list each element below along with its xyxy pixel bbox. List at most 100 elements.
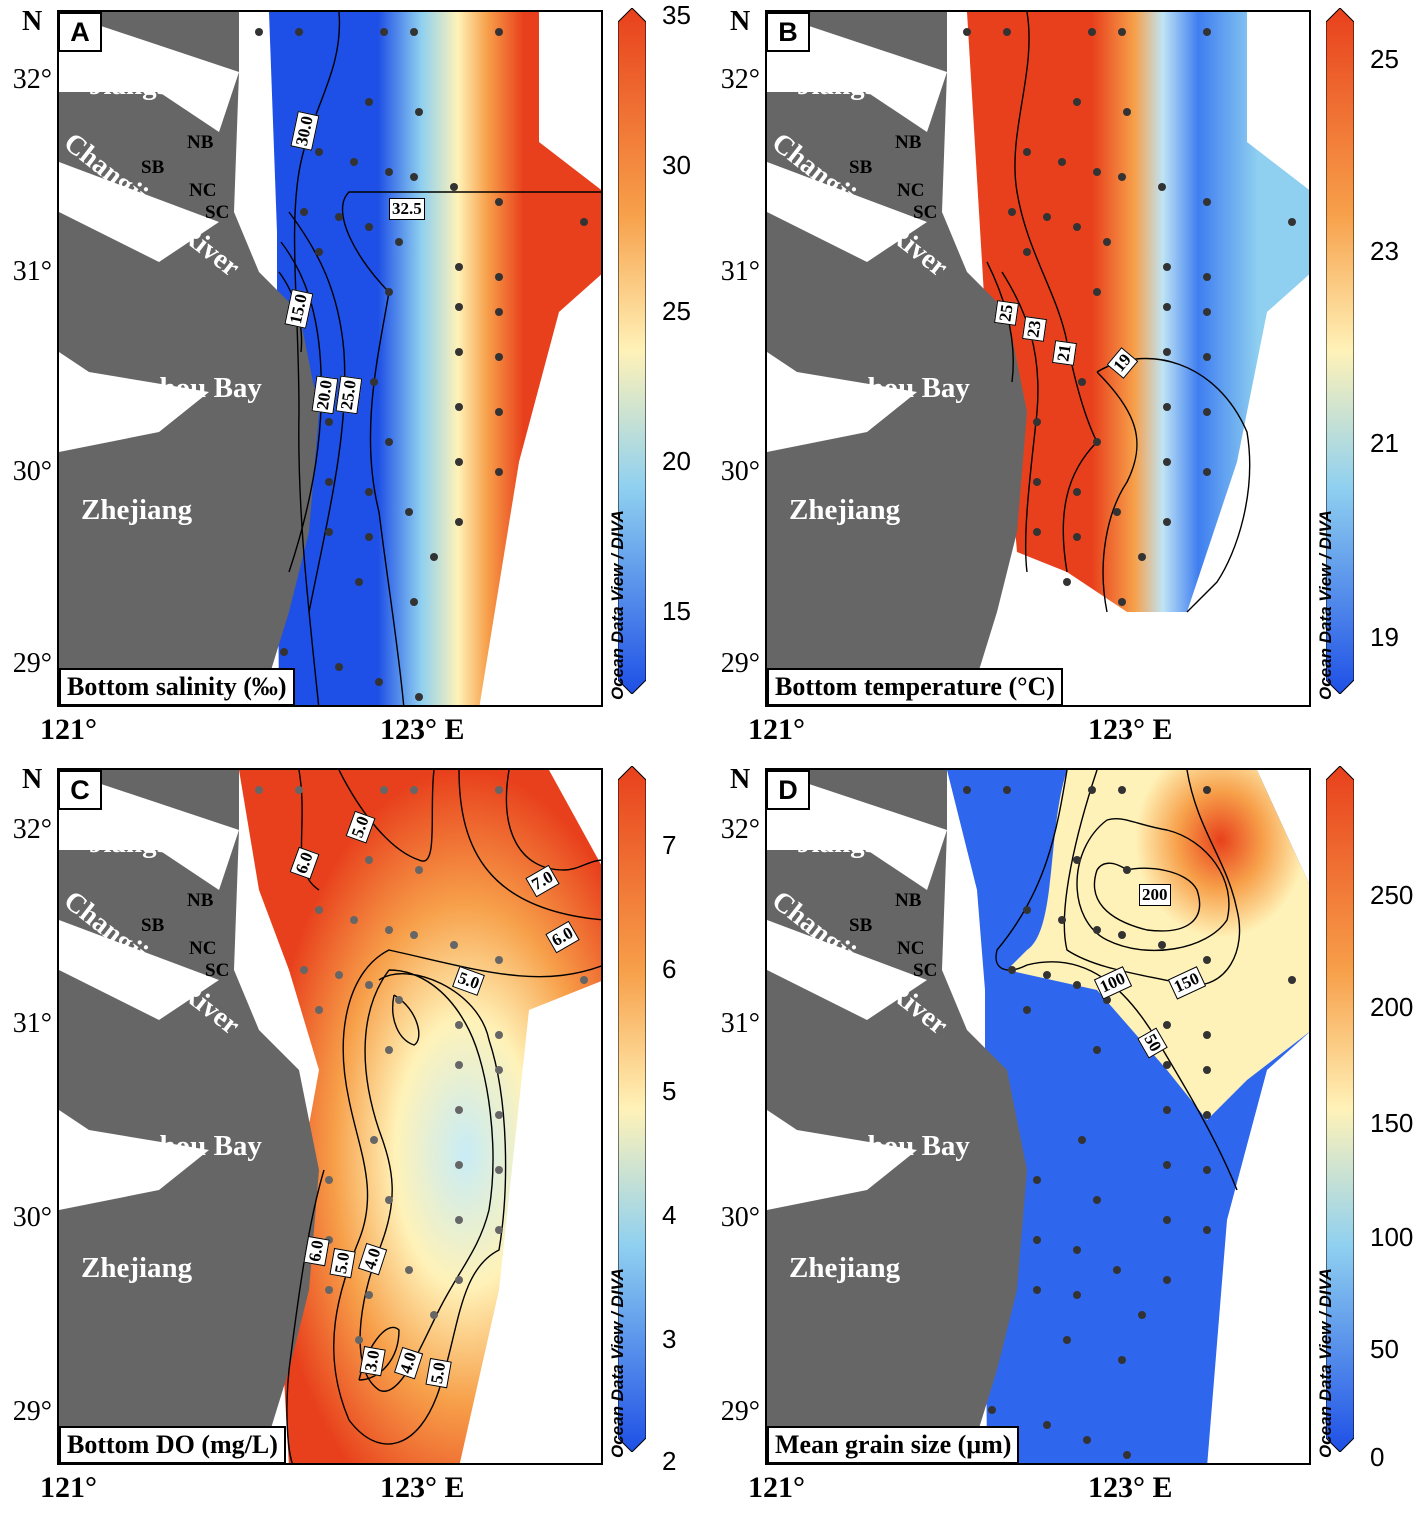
data-field-b (957, 12, 1309, 612)
panel-caption: Mean grain size (μm) (767, 1426, 1020, 1464)
label-hangzhou-bay: Hangzhou Bay (79, 372, 262, 404)
land-a (59, 12, 319, 705)
panel-letter: B (766, 12, 810, 52)
contour-6-w (286, 1169, 325, 1463)
label-nb: NB (895, 890, 922, 911)
colorbar-tick: 100 (1370, 1222, 1414, 1252)
map-area-c: Jiangsu Hangzhou Bay Zhejiang Changjiang… (57, 768, 603, 1465)
panel-a: Jiangsu Hangzhou Bay Zhejiang Changjiang… (0, 0, 708, 758)
label-jiangsu: Jiangsu (797, 827, 893, 859)
lon-label: 123° E (380, 1471, 465, 1504)
contour-label: 200 (1139, 884, 1171, 906)
label-zhejiang: Zhejiang (81, 1252, 193, 1284)
colorbar-a (618, 8, 646, 694)
label-nb: NB (187, 890, 214, 911)
land-b (767, 12, 1027, 705)
panel-caption: Bottom salinity (‰) (59, 668, 295, 706)
colorbar-tick: 3 (662, 1324, 677, 1354)
contour-23 (1001, 271, 1039, 573)
lat-label: 30° (12, 1202, 52, 1233)
contour-label: 21 (1052, 340, 1077, 366)
credit-label: Ocean Data View / DIVA (608, 510, 627, 700)
lat-label: 30° (720, 456, 760, 487)
label-hangzhou-bay: Hangzhou Bay (787, 372, 970, 404)
lat-label: 31° (12, 1008, 52, 1039)
lon-label: 121° (40, 1471, 97, 1504)
label-nc: NC (897, 180, 925, 201)
lat-label: 29° (12, 1396, 52, 1427)
label-sb: SB (849, 915, 873, 936)
label-nc: NC (189, 180, 217, 201)
label-nc: NC (189, 938, 217, 959)
label-hangzhou-bay: Hangzhou Bay (787, 1130, 970, 1162)
colorbar-tick: 150 (1370, 1108, 1414, 1138)
label-sc: SC (913, 960, 938, 981)
map-area-b: Jiangsu Hangzhou Bay Zhejiang Changjiang… (765, 10, 1311, 707)
label-hangzhou-bay: Hangzhou Bay (79, 1130, 262, 1162)
map-svg-d (767, 770, 1309, 1463)
colorbar-tick: 4 (662, 1200, 677, 1230)
lon-label: 121° (40, 713, 97, 746)
colorbar-tick: 200 (1370, 992, 1414, 1022)
label-sb: SB (141, 157, 165, 178)
lon-label: 123° E (1088, 713, 1173, 746)
contour-25 (288, 211, 346, 613)
colorbar-tick: 20 (662, 446, 691, 476)
north-label: N (730, 6, 751, 37)
lon-label: 121° (748, 1471, 805, 1504)
lon-label: 123° E (380, 713, 465, 746)
stations-b (963, 28, 1296, 606)
label-zhejiang: Zhejiang (81, 494, 193, 526)
lat-label: 32° (720, 64, 760, 95)
colorbar-tick: 15 (662, 596, 691, 626)
label-jiangsu: Jiangsu (89, 827, 185, 859)
land-d (767, 770, 1027, 1463)
lat-label: 29° (720, 648, 760, 679)
credit-label: Ocean Data View / DIVA (608, 1268, 627, 1458)
colorbar-tick: 23 (1370, 236, 1399, 266)
lat-label: 31° (720, 1008, 760, 1039)
credit-label: Ocean Data View / DIVA (1316, 1268, 1335, 1458)
north-label: N (730, 764, 751, 795)
north-label: N (22, 764, 43, 795)
contour-label: 5.0 (329, 1247, 356, 1279)
label-nc: NC (897, 938, 925, 959)
contour-label: 6.0 (303, 1235, 330, 1267)
label-sc: SC (205, 960, 230, 981)
label-jiangsu: Jiangsu (797, 69, 893, 101)
colorbar-tick: 25 (662, 296, 691, 326)
stations-d (963, 786, 1296, 1459)
lat-label: 30° (12, 456, 52, 487)
panel-letter: C (58, 770, 102, 810)
colorbar-tick: 250 (1370, 880, 1414, 910)
label-sb: SB (849, 157, 873, 178)
panel-c: Jiangsu Hangzhou Bay Zhejiang Changjiang… (0, 758, 708, 1516)
map-svg-c (59, 770, 601, 1463)
contour-21 (1014, 12, 1098, 573)
credit-label: Ocean Data View / DIVA (1316, 510, 1335, 700)
colorbar-tick: 2 (662, 1446, 677, 1476)
label-zhejiang: Zhejiang (789, 494, 901, 526)
stations-a (255, 28, 588, 701)
lat-label: 31° (12, 256, 52, 287)
contour-5-mid (333, 949, 601, 1445)
label-sc: SC (913, 202, 938, 223)
colorbar-tick: 30 (662, 150, 691, 180)
label-sc: SC (205, 202, 230, 223)
contour-label: 3.0 (359, 1345, 386, 1377)
contour-50 (995, 770, 1238, 1191)
panel-caption: Bottom DO (mg/L) (59, 1426, 286, 1464)
colorbar-tick: 5 (662, 1076, 677, 1106)
contour-6-e (458, 770, 601, 921)
label-sb: SB (141, 915, 165, 936)
contour-label: 32.5 (389, 198, 425, 220)
contour-32-5 (341, 191, 601, 705)
colorbar-tick: 35 (662, 0, 691, 30)
colorbar-tick: 6 (662, 954, 677, 984)
lat-label: 29° (12, 648, 52, 679)
contour-5-n (338, 770, 435, 862)
contour-4 (359, 969, 494, 1392)
lat-label: 31° (720, 256, 760, 287)
contour-19 (1096, 357, 1251, 613)
colorbar-tick: 7 (662, 830, 677, 860)
